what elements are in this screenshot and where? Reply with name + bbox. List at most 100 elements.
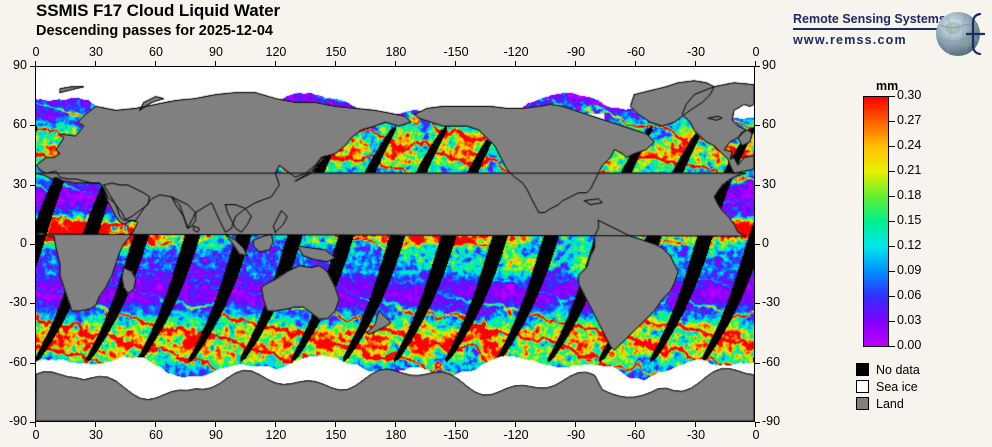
x-tick-bottom <box>635 422 636 427</box>
x-tick-bottom <box>395 422 396 427</box>
y-tick-right <box>755 303 760 305</box>
y-tick-left <box>30 422 35 423</box>
x-tick-label-bottom: 90 <box>209 428 223 442</box>
logo-company-name: Remote Sensing Systems <box>793 12 946 26</box>
page-subtitle: Descending passes for 2025-12-04 <box>36 22 273 39</box>
colorbar-tick-label: 0.21 <box>897 163 922 177</box>
x-tick-bottom <box>215 422 216 427</box>
x-tick-top <box>515 61 516 66</box>
colorbar-tick-mark <box>889 221 895 222</box>
y-tick-label-right: -90 <box>762 414 781 428</box>
x-tick-top <box>755 61 756 66</box>
x-tick-top <box>635 61 636 66</box>
y-tick-right <box>755 184 760 186</box>
legend-swatch <box>856 363 869 376</box>
x-tick-top <box>35 61 36 66</box>
y-tick-right <box>755 125 760 127</box>
x-tick-label-bottom: 120 <box>265 428 287 442</box>
x-tick-label-top: 120 <box>265 45 287 59</box>
y-tick-label-right: -60 <box>762 354 781 369</box>
x-tick-bottom <box>455 422 456 427</box>
x-tick-bottom <box>275 422 276 427</box>
logo-divider <box>793 28 945 30</box>
x-tick-bottom <box>575 422 576 427</box>
x-tick-label-top: -120 <box>503 45 529 59</box>
legend-item: No data <box>856 361 920 378</box>
cloud-liquid-water-map[interactable] <box>36 67 754 421</box>
colorbar-tick-mark <box>889 246 895 247</box>
colorbar-tick-label: 0.15 <box>897 213 922 227</box>
y-tick-label-right: 0 <box>762 236 769 250</box>
x-tick-label-top: -60 <box>627 45 646 59</box>
colorbar-tick-mark <box>889 271 895 272</box>
x-tick-label-top: -90 <box>567 45 586 59</box>
y-tick-left <box>30 362 35 364</box>
x-tick-label-bottom: -90 <box>567 428 586 442</box>
colorbar-unit-label: mm <box>876 79 899 93</box>
y-tick-right <box>755 244 760 245</box>
colorbar-tick-label: 0.27 <box>897 113 922 127</box>
x-tick-label-top: 150 <box>325 45 347 59</box>
y-tick-label-left: 30 <box>13 176 27 191</box>
y-tick-left <box>30 184 35 186</box>
y-tick-left <box>30 66 35 67</box>
colorbar-tick-mark <box>889 196 895 197</box>
x-tick-top <box>395 61 396 66</box>
x-tick-label-top: -30 <box>687 45 706 59</box>
y-tick-right <box>755 422 760 423</box>
legend-item: Land <box>856 395 920 412</box>
x-tick-bottom <box>95 422 96 427</box>
y-tick-label-right: 90 <box>762 58 776 72</box>
y-tick-right <box>755 362 760 364</box>
colorbar-tick-label: 0.18 <box>897 188 922 202</box>
x-tick-bottom <box>335 422 336 427</box>
x-tick-bottom <box>155 422 156 427</box>
remss-logo[interactable]: Remote Sensing Systems www.remss.com <box>793 8 985 64</box>
y-tick-left <box>30 125 35 127</box>
colorbar-tick-mark <box>889 121 895 122</box>
x-tick-label-bottom: -150 <box>443 428 469 442</box>
legend-label: No data <box>876 362 920 377</box>
x-tick-label-top: 60 <box>149 45 163 59</box>
x-tick-bottom <box>35 422 36 427</box>
x-tick-top <box>215 61 216 66</box>
y-tick-right <box>755 66 760 67</box>
x-tick-label-top: 180 <box>385 45 407 59</box>
x-tick-label-top: 0 <box>752 45 760 59</box>
x-tick-top <box>155 61 156 66</box>
y-tick-label-left: 0 <box>20 236 27 250</box>
x-tick-top <box>695 61 696 66</box>
colorbar-tick-mark <box>889 171 895 172</box>
x-tick-label-bottom: -120 <box>503 428 529 442</box>
x-tick-label-bottom: 180 <box>385 428 407 442</box>
x-tick-label-bottom: -30 <box>687 428 706 442</box>
colorbar-tick-label: 0.12 <box>897 238 922 252</box>
legend-label: Sea ice <box>876 379 918 394</box>
y-tick-label-left: 90 <box>13 58 27 72</box>
y-tick-label-right: 60 <box>762 117 776 132</box>
colorbar-tick-mark <box>889 96 895 97</box>
y-tick-label-left: -90 <box>9 414 28 428</box>
title-block: SSMIS F17 Cloud Liquid Water Descending … <box>36 1 280 40</box>
x-tick-label-top: 0 <box>32 45 40 59</box>
map-legend: No data Sea ice Land <box>856 361 920 412</box>
y-tick-label-right: -30 <box>762 295 781 310</box>
y-tick-left <box>30 303 35 305</box>
colorbar-tick-mark <box>889 146 895 147</box>
legend-swatch <box>856 397 869 410</box>
y-tick-label-left: 60 <box>13 117 27 132</box>
colorbar-tick-mark <box>889 296 895 297</box>
x-tick-label-bottom: -60 <box>627 428 646 442</box>
x-tick-label-bottom: 30 <box>89 428 103 442</box>
x-tick-label-top: 30 <box>89 45 103 59</box>
legend-swatch <box>856 380 869 393</box>
y-tick-label-left: -60 <box>9 354 28 369</box>
colorbar-tick-label: 0.24 <box>897 138 922 152</box>
colorbar-gradient <box>863 96 889 347</box>
x-tick-bottom <box>515 422 516 427</box>
y-tick-left <box>30 244 35 245</box>
map-plot-area[interactable] <box>35 66 755 422</box>
logo-text: Remote Sensing Systems www.remss.com <box>793 12 946 47</box>
colorbar-tick-label: 0.09 <box>897 263 922 277</box>
x-tick-top <box>335 61 336 66</box>
